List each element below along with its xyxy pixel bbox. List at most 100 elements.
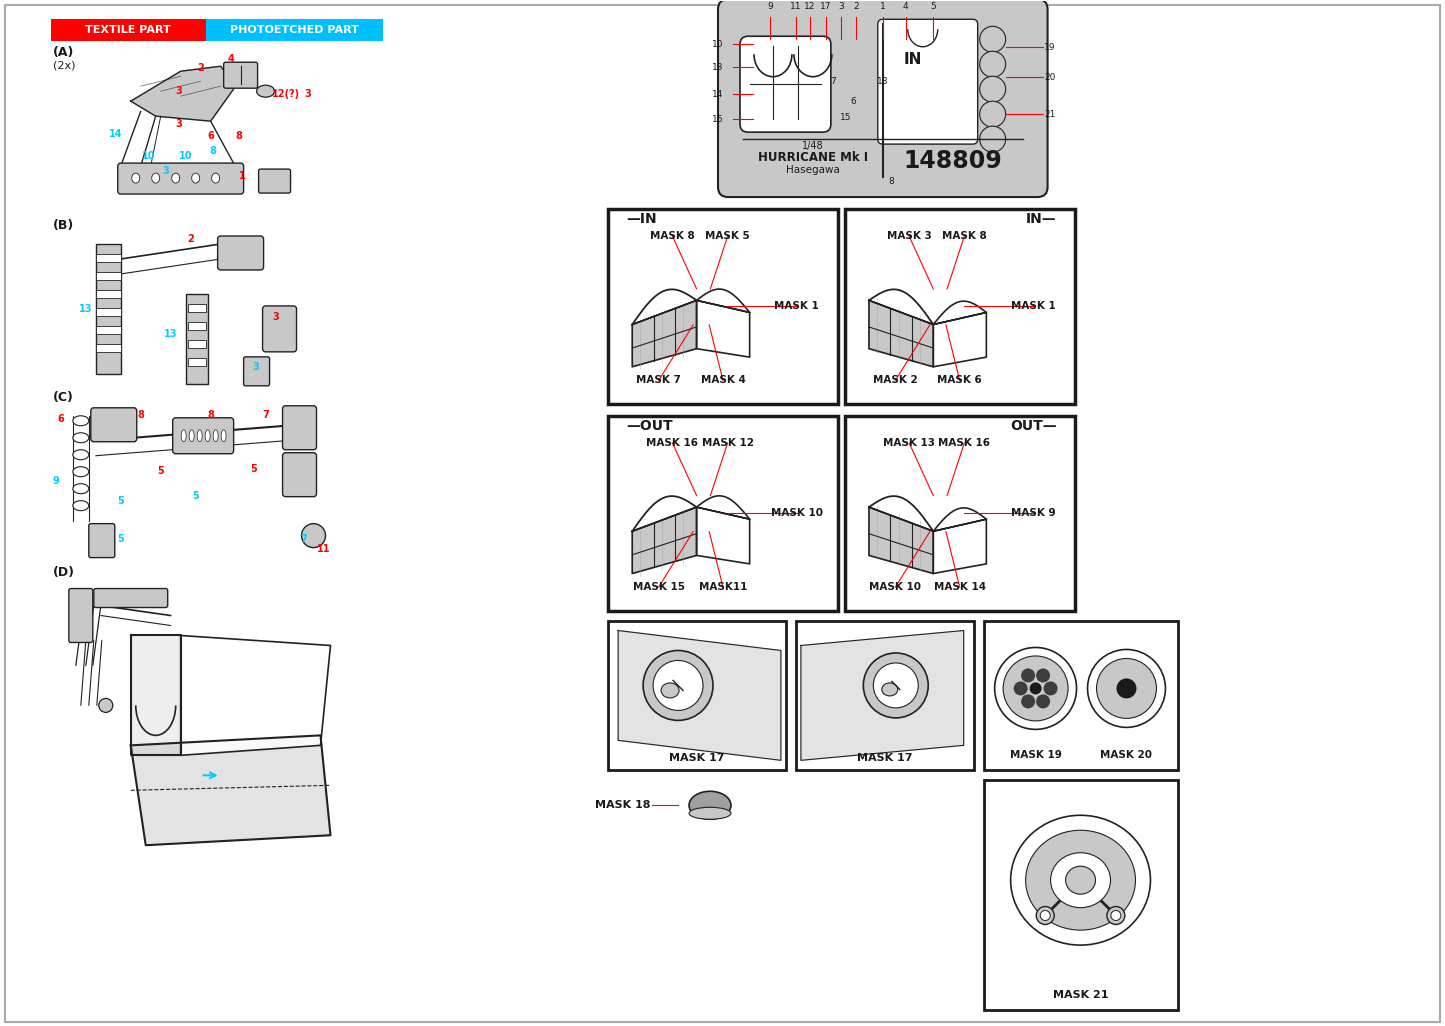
Text: 7: 7 xyxy=(301,534,306,544)
Text: 11: 11 xyxy=(790,2,802,11)
Text: MASK 13: MASK 13 xyxy=(883,438,935,448)
Ellipse shape xyxy=(214,430,218,442)
FancyBboxPatch shape xyxy=(91,407,137,442)
Polygon shape xyxy=(130,67,236,121)
Text: MASK 14: MASK 14 xyxy=(933,582,985,592)
Text: MASK 3: MASK 3 xyxy=(887,231,932,241)
Ellipse shape xyxy=(181,430,186,442)
Polygon shape xyxy=(696,301,750,357)
FancyBboxPatch shape xyxy=(259,169,290,193)
Text: 15: 15 xyxy=(840,113,851,122)
Ellipse shape xyxy=(257,85,275,97)
Ellipse shape xyxy=(1026,830,1136,931)
Polygon shape xyxy=(801,631,964,760)
FancyBboxPatch shape xyxy=(263,306,296,352)
Text: 5: 5 xyxy=(158,466,165,476)
Text: MASK 16: MASK 16 xyxy=(646,438,698,448)
Text: 3: 3 xyxy=(162,166,169,176)
Bar xyxy=(796,621,974,771)
Ellipse shape xyxy=(72,433,88,443)
Polygon shape xyxy=(130,736,331,845)
FancyBboxPatch shape xyxy=(185,293,208,384)
Text: PHOTOETCHED PART: PHOTOETCHED PART xyxy=(230,26,358,35)
Text: MASK 21: MASK 21 xyxy=(1053,990,1108,1000)
Text: 6: 6 xyxy=(207,131,214,142)
FancyBboxPatch shape xyxy=(283,452,316,497)
Polygon shape xyxy=(933,519,987,574)
Text: 10: 10 xyxy=(179,151,192,161)
Text: MASK 17: MASK 17 xyxy=(669,753,725,763)
Text: MASK 9: MASK 9 xyxy=(1011,508,1055,518)
FancyBboxPatch shape xyxy=(283,406,316,449)
Circle shape xyxy=(980,102,1006,127)
Text: MASK 4: MASK 4 xyxy=(701,376,746,386)
FancyBboxPatch shape xyxy=(69,589,92,642)
Text: 5: 5 xyxy=(117,496,124,506)
Bar xyxy=(188,322,205,330)
Polygon shape xyxy=(868,507,987,531)
Polygon shape xyxy=(181,635,331,755)
Text: 8: 8 xyxy=(137,409,144,420)
FancyBboxPatch shape xyxy=(94,589,168,607)
Text: 20: 20 xyxy=(1043,73,1055,82)
Bar xyxy=(845,209,1075,404)
Text: 10: 10 xyxy=(142,151,156,161)
Ellipse shape xyxy=(192,173,199,183)
Ellipse shape xyxy=(689,807,731,820)
Bar xyxy=(984,781,1179,1010)
FancyBboxPatch shape xyxy=(224,63,257,88)
Ellipse shape xyxy=(1036,669,1051,682)
Text: MASK 1: MASK 1 xyxy=(1011,302,1056,312)
Text: 10: 10 xyxy=(712,40,724,49)
Text: 6: 6 xyxy=(850,96,855,106)
Text: MASK 6: MASK 6 xyxy=(938,376,983,386)
Text: 13: 13 xyxy=(163,329,178,339)
Text: 3: 3 xyxy=(175,119,182,129)
Text: 7: 7 xyxy=(829,77,835,86)
Bar xyxy=(608,416,838,610)
Polygon shape xyxy=(696,507,750,564)
Bar xyxy=(95,254,121,262)
Ellipse shape xyxy=(1088,649,1166,727)
Text: 21: 21 xyxy=(1043,110,1055,119)
Ellipse shape xyxy=(1013,681,1027,696)
Text: 5: 5 xyxy=(931,2,935,11)
Ellipse shape xyxy=(994,647,1077,729)
Text: 17: 17 xyxy=(821,2,832,11)
Ellipse shape xyxy=(131,173,140,183)
Text: —IN: —IN xyxy=(626,212,656,226)
Ellipse shape xyxy=(72,501,88,511)
Text: 4: 4 xyxy=(227,54,234,65)
Text: MASK 8: MASK 8 xyxy=(942,231,987,241)
Text: 5: 5 xyxy=(117,534,124,544)
Text: MASK 12: MASK 12 xyxy=(702,438,754,448)
Text: Hasegawa: Hasegawa xyxy=(786,165,840,175)
Text: (D): (D) xyxy=(53,565,75,579)
Circle shape xyxy=(980,51,1006,77)
Text: 1/48: 1/48 xyxy=(802,142,824,151)
Ellipse shape xyxy=(72,483,88,494)
Polygon shape xyxy=(933,313,987,366)
Bar xyxy=(608,209,838,404)
Bar xyxy=(188,304,205,312)
Polygon shape xyxy=(633,301,696,366)
Text: 8: 8 xyxy=(236,131,243,142)
Text: (A): (A) xyxy=(53,46,74,60)
Ellipse shape xyxy=(653,661,704,710)
Text: 12(?): 12(?) xyxy=(272,89,299,100)
Bar xyxy=(95,290,121,298)
Text: 16: 16 xyxy=(712,115,724,124)
Text: MASK 17: MASK 17 xyxy=(857,753,913,763)
Text: MASK 7: MASK 7 xyxy=(636,376,681,386)
Text: 3: 3 xyxy=(272,312,279,322)
Text: MASK 5: MASK 5 xyxy=(705,231,750,241)
Text: MASK 19: MASK 19 xyxy=(1010,750,1062,760)
Text: 3: 3 xyxy=(303,89,311,100)
Bar xyxy=(608,621,786,771)
Ellipse shape xyxy=(302,523,325,548)
Text: 3: 3 xyxy=(838,2,844,11)
Polygon shape xyxy=(618,631,780,760)
Bar xyxy=(95,326,121,333)
Text: MASK 8: MASK 8 xyxy=(650,231,695,241)
Ellipse shape xyxy=(881,683,897,696)
